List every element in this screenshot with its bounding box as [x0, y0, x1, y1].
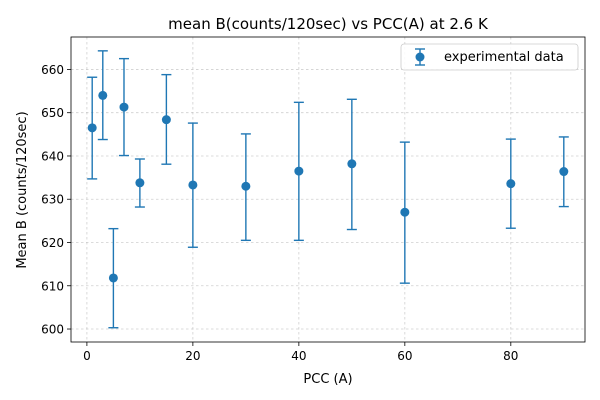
- data-point: [559, 167, 569, 177]
- data-point: [108, 273, 118, 283]
- data-point: [400, 207, 410, 217]
- x-tick-label: 0: [83, 349, 91, 363]
- y-tick-label: 620: [41, 236, 64, 250]
- data-point: [241, 181, 251, 191]
- x-tick-label: 60: [397, 349, 412, 363]
- legend-marker: [415, 52, 425, 62]
- data-point: [506, 179, 516, 189]
- y-tick-label: 640: [41, 149, 64, 163]
- data-points: [87, 90, 569, 283]
- plot-frame: [70, 36, 586, 343]
- y-axis-ticks: 600 610 620 630 640 650 660: [41, 63, 71, 337]
- x-axis-label: PCC (A): [303, 372, 352, 387]
- data-point: [87, 123, 97, 133]
- x-tick-label: 20: [185, 349, 200, 363]
- x-axis-ticks: 0 20 40 60 80: [83, 342, 518, 363]
- y-tick-label: 610: [41, 279, 64, 293]
- chart-title: mean B(counts/120sec) vs PCC(A) at 2.6 K: [168, 15, 489, 33]
- data-point: [347, 159, 357, 169]
- data-point: [161, 115, 171, 125]
- y-axis-label: Mean B (counts/120sec): [15, 111, 30, 268]
- data-point: [294, 166, 304, 176]
- legend: experimental data: [400, 43, 579, 71]
- data-point: [119, 102, 129, 112]
- x-tick-label: 40: [291, 349, 306, 363]
- x-tick-label: 80: [503, 349, 518, 363]
- data-point: [135, 178, 145, 188]
- data-point: [188, 180, 198, 190]
- y-tick-label: 650: [41, 106, 64, 120]
- data-point: [98, 90, 108, 100]
- y-tick-label: 630: [41, 193, 64, 207]
- legend-box: [400, 43, 579, 71]
- y-tick-label: 600: [41, 323, 64, 337]
- y-tick-label: 660: [41, 63, 64, 77]
- legend-label: experimental data: [444, 50, 564, 65]
